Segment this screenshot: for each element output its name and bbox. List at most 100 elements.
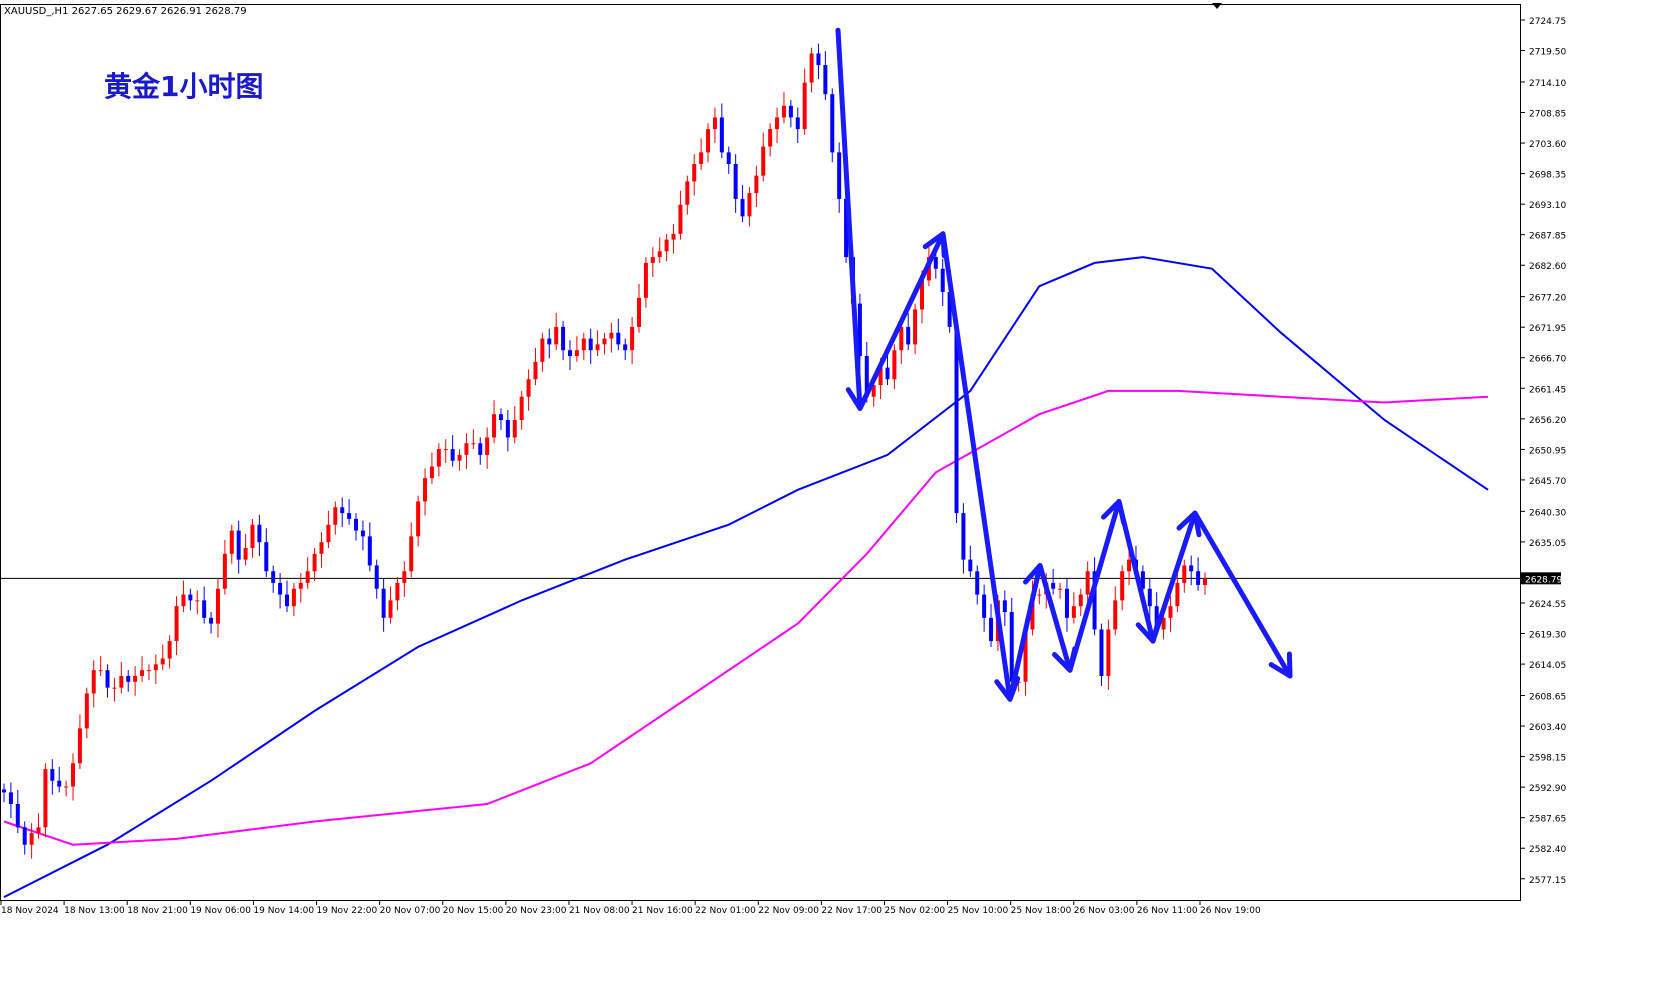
candle-body	[1154, 606, 1159, 630]
candle-body	[1120, 571, 1125, 601]
arrow-head	[922, 231, 947, 259]
x-tick-label: 22 Nov 09:00	[758, 906, 819, 916]
candle-body	[899, 326, 904, 351]
candle-body	[1140, 571, 1145, 589]
arrow-head	[1023, 563, 1049, 590]
candle-body	[2, 789, 6, 793]
x-tick-label: 25 Nov 10:00	[948, 906, 1009, 916]
x-tick-label: 21 Nov 16:00	[632, 906, 693, 916]
x-tick-label: 26 Nov 11:00	[1137, 906, 1198, 916]
candle-body	[140, 670, 145, 676]
trend-arrow-path	[835, 27, 1293, 702]
candle-body	[788, 105, 793, 118]
x-tick-label: 22 Nov 01:00	[695, 906, 756, 916]
candle-body	[423, 478, 428, 502]
x-tick-label: 25 Nov 18:00	[1011, 906, 1072, 916]
candle-body	[1037, 594, 1042, 596]
candle-body	[291, 588, 296, 607]
x-tick-label: 20 Nov 23:00	[506, 906, 567, 916]
candle-body	[595, 344, 600, 351]
candle-body	[146, 670, 151, 672]
y-tick-label: 2714.10	[1529, 79, 1566, 89]
arrow-head	[1268, 651, 1293, 679]
candle-body	[547, 338, 552, 345]
x-tick-label: 18 Nov 2024	[1, 906, 59, 916]
candle-body	[844, 198, 849, 258]
candle-body	[278, 582, 283, 595]
candle-body	[712, 117, 717, 130]
candle-body	[726, 152, 731, 164]
candle-body	[485, 437, 490, 455]
candle-body	[699, 152, 704, 164]
y-tick-label: 2661.45	[1529, 385, 1566, 395]
x-tick-label: 25 Nov 02:00	[884, 906, 945, 916]
x-tick-label: 19 Nov 06:00	[190, 906, 251, 916]
candle-body	[284, 594, 289, 607]
candle-body	[492, 414, 497, 438]
candle-body	[312, 553, 317, 572]
candle-body	[768, 129, 773, 147]
candle-body	[354, 518, 359, 531]
candle-body	[885, 367, 890, 380]
candle-body	[588, 338, 593, 351]
y-tick-label: 2635.05	[1529, 539, 1566, 549]
y-tick-label: 2656.20	[1529, 416, 1566, 426]
candle-body	[685, 181, 690, 205]
candle-body	[402, 571, 407, 583]
arrow-head	[994, 676, 1021, 702]
candle-body	[740, 198, 745, 217]
candle-body	[416, 501, 421, 537]
candle-body	[581, 338, 586, 351]
candle-body	[733, 164, 738, 199]
y-tick-label: 2582.40	[1529, 845, 1566, 855]
candle-body	[153, 664, 158, 671]
time-axis: 18 Nov 2024 18 Nov 13:00 18 Nov 21:00 19 No…	[0, 900, 1261, 916]
candle-body	[795, 117, 800, 130]
candle-body	[340, 507, 345, 514]
candle-body	[616, 332, 621, 345]
candle-body	[112, 687, 117, 689]
chart-title: 黄金1小时图	[104, 70, 263, 103]
candle-body	[209, 617, 214, 624]
candle-body	[1085, 571, 1090, 595]
candle-body	[1023, 629, 1028, 682]
candle-body	[602, 338, 607, 345]
candle-body	[126, 676, 131, 682]
y-tick-label: 2682.60	[1529, 262, 1566, 272]
moving-averages	[3, 256, 1489, 898]
ma-fast-line	[3, 256, 1489, 898]
candle-body	[271, 571, 276, 583]
candle-body	[623, 344, 628, 351]
candle-body	[664, 239, 669, 252]
arrow-head	[1052, 646, 1078, 673]
candle-body	[367, 536, 372, 566]
x-tick-label: 20 Nov 07:00	[380, 906, 441, 916]
candle-body	[98, 670, 103, 672]
candle-body	[554, 326, 559, 345]
candle-body	[892, 350, 897, 380]
candle-body	[678, 204, 683, 234]
candle-body	[630, 326, 635, 351]
x-tick-label: 26 Nov 19:00	[1200, 906, 1261, 916]
candle-body	[1196, 571, 1201, 585]
x-tick-label: 18 Nov 21:00	[127, 906, 188, 916]
candle-body	[657, 251, 662, 258]
price-tag-box	[1521, 572, 1561, 585]
y-tick-label: 2614.05	[1529, 661, 1566, 671]
candle-body	[326, 524, 331, 543]
x-tick-label: 18 Nov 13:00	[64, 906, 125, 916]
candle-body	[1106, 629, 1111, 676]
candle-body	[816, 53, 821, 66]
candle-body	[43, 769, 48, 828]
candle-body	[1058, 588, 1063, 590]
x-tick-label: 26 Nov 03:00	[1074, 906, 1135, 916]
y-tick-label: 2724.75	[1529, 17, 1566, 27]
candle-body	[478, 443, 483, 455]
candle-body	[878, 367, 883, 386]
candle-body	[8, 792, 13, 804]
candle-body	[71, 763, 76, 787]
candle-body	[333, 507, 338, 525]
candle-body	[64, 786, 69, 788]
y-tick-label: 2693.10	[1529, 201, 1566, 211]
